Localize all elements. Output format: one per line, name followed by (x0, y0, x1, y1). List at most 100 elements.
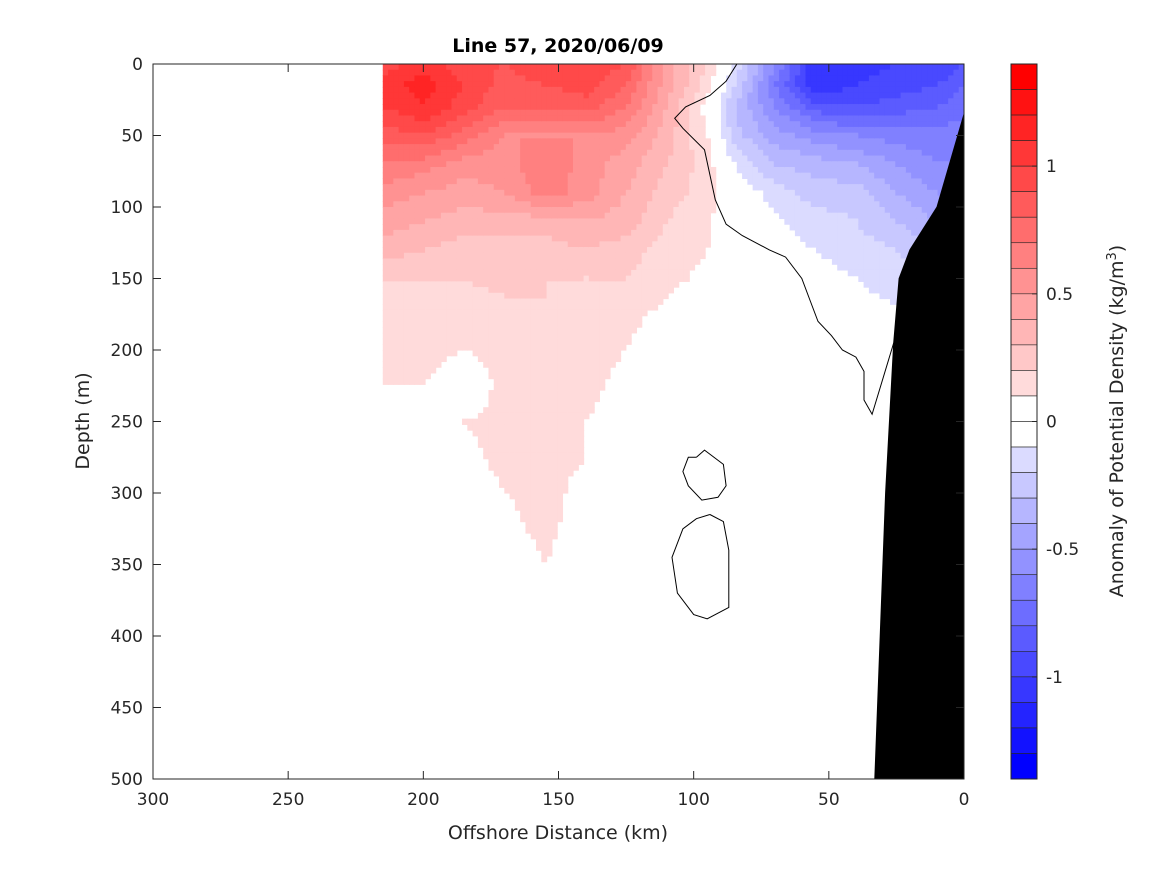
field-cell (567, 304, 574, 311)
field-cell (403, 321, 410, 328)
field-cell (514, 247, 521, 254)
field-cell (530, 178, 537, 185)
field-cell (567, 315, 574, 322)
field-cell (388, 315, 394, 322)
field-cell (578, 344, 585, 351)
field-cell (789, 178, 796, 185)
field-cell (467, 121, 474, 128)
field-cell (551, 493, 558, 500)
field-cell (536, 309, 542, 317)
field-cell (646, 247, 653, 254)
field-cell (752, 155, 759, 162)
field-cell (937, 69, 944, 77)
field-cell (530, 401, 537, 408)
field-cell (573, 138, 579, 145)
field-cell (440, 98, 447, 105)
field-cell (646, 241, 653, 248)
field-cell (752, 149, 759, 157)
field-cell (620, 287, 627, 294)
field-cell (604, 304, 611, 311)
field-cell (816, 212, 822, 220)
field-cell (895, 207, 902, 214)
field-cell (816, 161, 822, 168)
field-cell (388, 155, 394, 162)
field-cell (773, 184, 780, 191)
field-cell (551, 298, 558, 305)
field-cell (414, 98, 421, 105)
field-cell (382, 155, 389, 162)
field-cell (905, 172, 912, 179)
field-cell (514, 166, 521, 174)
field-cell (541, 178, 548, 185)
field-cell (615, 195, 622, 202)
field-cell (921, 115, 928, 122)
field-cell (905, 178, 912, 185)
field-cell (536, 292, 542, 300)
field-cell (509, 241, 516, 248)
field-cell (826, 126, 833, 134)
field-cell (541, 149, 548, 157)
field-cell (705, 172, 711, 179)
field-cell (916, 155, 923, 162)
field-cell (551, 441, 558, 448)
field-cell (472, 75, 479, 82)
field-cell (853, 109, 859, 117)
field-cell (599, 327, 606, 334)
field-cell (816, 241, 822, 248)
field-cell (546, 287, 553, 294)
field-cell (609, 81, 616, 88)
field-cell (499, 407, 505, 414)
field-cell (541, 64, 548, 71)
field-cell (541, 269, 548, 277)
field-cell (525, 441, 532, 448)
field-cell (890, 298, 896, 305)
field-cell (546, 361, 553, 368)
field-cell (388, 172, 394, 179)
field-cell (409, 309, 416, 317)
field-cell (536, 458, 542, 465)
field-cell (456, 304, 463, 311)
field-cell (520, 452, 527, 460)
field-cell (599, 218, 606, 225)
field-cell (884, 81, 891, 88)
field-cell (536, 258, 542, 265)
field-cell (868, 172, 875, 179)
field-cell (905, 149, 912, 157)
field-cell (419, 75, 426, 82)
field-cell (525, 344, 532, 351)
field-cell (573, 201, 579, 208)
field-cell (668, 64, 674, 71)
field-cell (504, 407, 511, 414)
field-cell (562, 407, 569, 414)
field-cell (488, 229, 495, 237)
field-cell (536, 538, 542, 546)
field-cell (440, 75, 447, 82)
field-cell (483, 247, 490, 254)
field-cell (382, 378, 389, 385)
field-cell (636, 115, 643, 122)
field-cell (726, 126, 733, 134)
field-cell (911, 109, 918, 117)
field-cell (773, 64, 780, 71)
field-cell (583, 235, 590, 242)
field-cell (699, 126, 706, 134)
field-cell (752, 86, 759, 94)
field-cell (599, 241, 606, 248)
field-cell (631, 298, 637, 305)
field-cell (853, 81, 859, 88)
field-cell (641, 104, 648, 111)
field-cell (662, 292, 669, 300)
field-cell (636, 224, 643, 231)
field-cell (858, 201, 865, 208)
field-cell (594, 241, 601, 248)
field-cell (493, 258, 500, 265)
field-cell (409, 344, 416, 351)
field-cell (779, 172, 785, 179)
field-cell (816, 126, 822, 134)
field-cell (425, 178, 431, 185)
field-cell (477, 126, 484, 134)
field-cell (557, 355, 564, 363)
field-cell (493, 447, 500, 454)
field-cell (525, 401, 532, 408)
field-cell (842, 252, 849, 260)
